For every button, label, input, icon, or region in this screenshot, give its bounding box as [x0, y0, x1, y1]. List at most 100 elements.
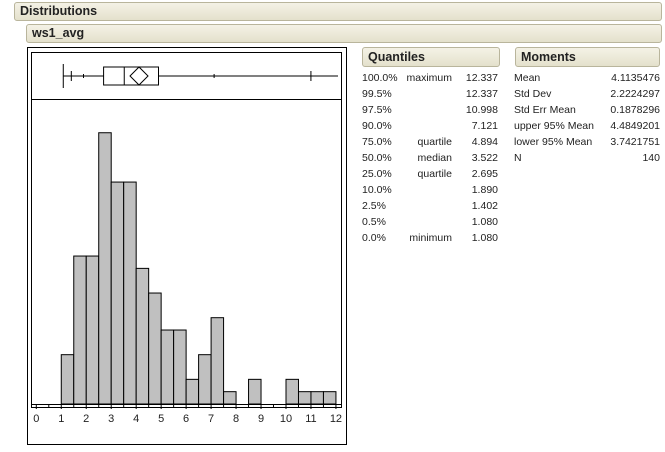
histogram-bar	[322, 391, 337, 405]
moment-row: upper 95% Mean 4.4849201	[514, 119, 660, 133]
quantiles-title: Quantiles	[368, 50, 425, 64]
histogram-bar	[198, 354, 212, 405]
histogram-bar	[135, 267, 150, 405]
histogram-bar	[60, 354, 75, 405]
quantile-value: 1.402	[471, 200, 498, 212]
histogram-bar	[148, 292, 162, 405]
moment-row: Std Err Mean 0.1878296	[514, 103, 660, 117]
moments-header[interactable]: Moments	[515, 47, 660, 67]
moment-label: Mean	[514, 72, 541, 84]
quantile-percent: 0.0%	[362, 232, 386, 244]
quantile-value: 12.337	[465, 88, 498, 100]
quantile-label: minimum	[409, 232, 452, 244]
moment-value: 3.7421751	[610, 136, 660, 148]
quantile-row: 0.5% 1.080	[362, 215, 500, 229]
quantile-row: 10.0% 1.890	[362, 183, 500, 197]
moment-row: N 140	[514, 151, 660, 165]
histogram-bar	[98, 132, 112, 405]
x-tick-label: 4	[133, 413, 139, 425]
quantile-value: 12.337	[465, 72, 498, 84]
moment-value: 4.1135476	[611, 72, 660, 84]
quantile-percent: 75.0%	[362, 136, 392, 148]
moment-value: 140	[642, 152, 660, 164]
moment-row: Std Dev 2.2224297	[514, 87, 660, 101]
quantile-row: 2.5% 1.402	[362, 199, 500, 213]
histogram-plot: 0 1 2 3 4 5 6 7 8 9 10 11 12	[27, 47, 347, 445]
quantiles-header[interactable]: Quantiles	[362, 47, 500, 67]
quantile-row: 100.0% maximum 12.337	[362, 71, 500, 85]
moment-label: lower 95% Mean	[514, 136, 593, 148]
quantile-percent: 50.0%	[362, 152, 392, 164]
x-tick-label: 1	[58, 413, 64, 425]
quantile-value: 1.080	[471, 232, 498, 244]
quantile-value: 3.522	[471, 152, 498, 164]
quantile-row: 97.5% 10.998	[362, 103, 500, 117]
x-tick-label: 11	[305, 413, 316, 425]
moment-label: N	[514, 152, 522, 164]
quantile-value: 4.894	[471, 136, 498, 148]
histogram-bar	[173, 329, 187, 405]
quantile-percent: 25.0%	[362, 168, 392, 180]
moment-value: 4.4849201	[610, 120, 660, 132]
quantile-label: quartile	[417, 168, 452, 180]
plot-outer-frame	[27, 47, 347, 445]
histogram-bar	[85, 255, 100, 405]
moment-value: 0.1878296	[610, 104, 660, 116]
quantile-row: 25.0% quartile 2.695	[362, 167, 500, 181]
x-tick-label: 7	[208, 413, 214, 425]
quantile-percent: 97.5%	[362, 104, 392, 116]
distributions-title: Distributions	[20, 4, 98, 18]
moment-label: Std Err Mean	[514, 104, 576, 116]
quantile-label: median	[417, 152, 452, 164]
moment-row: Mean 4.1135476	[514, 71, 660, 85]
distributions-header[interactable]: Distributions	[14, 2, 662, 21]
x-tick-label: 3	[108, 413, 114, 425]
variable-title: ws1_avg	[32, 26, 85, 40]
x-tick-label: 0	[33, 413, 39, 425]
quartile-box	[103, 66, 160, 86]
variable-header[interactable]: ws1_avg	[26, 24, 662, 43]
quantile-row: 0.0% minimum 1.080	[362, 231, 500, 245]
x-tick-label: 5	[158, 413, 164, 425]
quantile-value: 10.998	[465, 104, 498, 116]
quantile-row: 99.5% 12.337	[362, 87, 500, 101]
histogram-bar	[310, 391, 324, 405]
quantile-row: 90.0% 7.121	[362, 119, 500, 133]
quantile-row: 50.0% median 3.522	[362, 151, 500, 165]
x-tick-label: 8	[233, 413, 239, 425]
histogram-bar	[160, 329, 175, 405]
quantile-value: 1.080	[471, 216, 498, 228]
histogram-bar	[248, 378, 262, 405]
histogram-bar	[297, 391, 312, 405]
histogram-bar	[285, 378, 299, 405]
moments-title: Moments	[521, 50, 576, 64]
quantile-value: 7.121	[471, 120, 498, 132]
x-axis: 0 1 2 3 4 5 6 7 8 9 10 11 12	[32, 404, 342, 425]
histogram-bar	[210, 317, 225, 405]
histogram-bar	[223, 391, 237, 405]
histogram-bars	[60, 132, 337, 405]
quantile-percent: 100.0%	[362, 72, 398, 84]
quantile-percent: 2.5%	[362, 200, 386, 212]
x-tick-label: 10	[280, 413, 292, 425]
quantile-row: 75.0% quartile 4.894	[362, 135, 500, 149]
box-plot	[62, 64, 338, 88]
quantile-label: quartile	[417, 136, 452, 148]
x-tick-label: 12	[330, 413, 342, 425]
quantile-value: 1.890	[471, 184, 498, 196]
quantile-percent: 90.0%	[362, 120, 392, 132]
quantile-value: 2.695	[471, 168, 498, 180]
quantile-percent: 10.0%	[362, 184, 392, 196]
moment-label: upper 95% Mean	[514, 120, 594, 132]
moment-row: lower 95% Mean 3.7421751	[514, 135, 660, 149]
histogram-bar	[110, 181, 125, 405]
x-tick-label: 2	[83, 413, 89, 425]
quantile-label: maximum	[406, 72, 452, 84]
moment-value: 2.2224297	[610, 88, 660, 100]
moment-label: Std Dev	[514, 88, 552, 100]
histogram-bar	[185, 378, 200, 405]
x-tick-label: 6	[183, 413, 189, 425]
mean-diamond	[129, 66, 149, 86]
histogram-bar	[123, 181, 137, 405]
x-tick-label: 9	[258, 413, 264, 425]
